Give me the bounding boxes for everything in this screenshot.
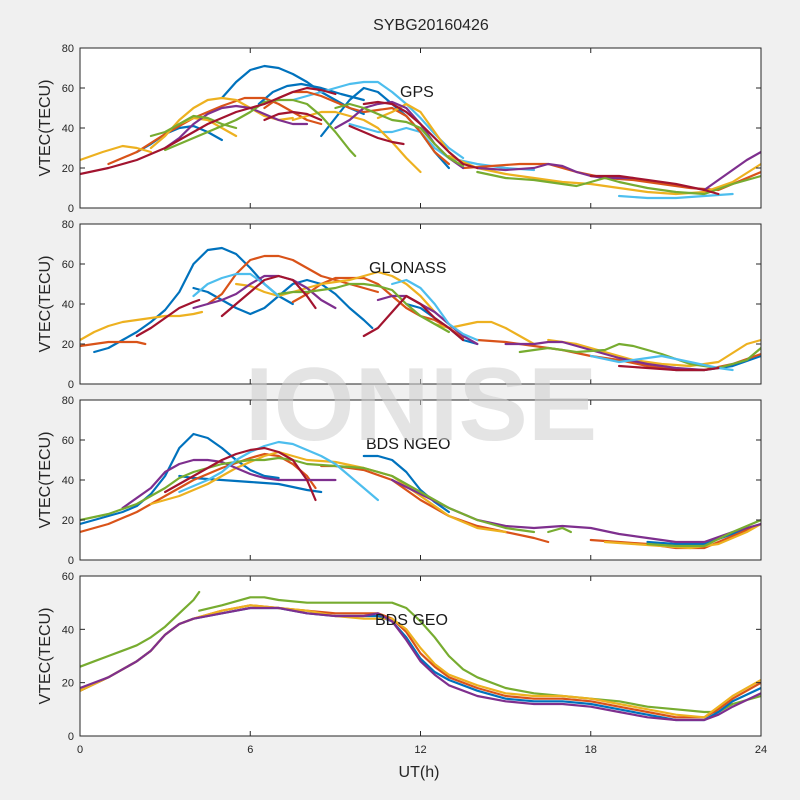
series-line-8 — [80, 310, 204, 342]
series-line-20 — [149, 114, 238, 138]
series-line-13 — [291, 110, 422, 174]
series-line-14 — [178, 440, 379, 502]
y-tick-label: 40 — [62, 624, 74, 636]
panel-2: 0 20 40 60 80 VTEC(TECU) BDS NGEO — [37, 395, 762, 567]
chart-title: SYBG20160426 — [373, 17, 489, 34]
series-group — [80, 246, 761, 372]
y-tick-label: 20 — [62, 515, 74, 527]
y-tick-label: 0 — [68, 555, 74, 567]
y-tick-label: 80 — [62, 219, 74, 231]
series-line-1 — [198, 596, 761, 714]
y-tick-label: 60 — [62, 571, 74, 583]
series-line-25 — [263, 110, 323, 122]
series-line-4 — [291, 80, 465, 160]
series-line-22 — [334, 102, 465, 168]
y-tick-label: 20 — [62, 163, 74, 175]
series-line-6 — [618, 192, 734, 200]
y-axis-label: VTEC(TECU) — [37, 432, 54, 529]
series-line-19 — [703, 150, 761, 192]
watermark-text: IONISE — [245, 347, 598, 463]
series-line-0 — [80, 432, 280, 526]
y-tick-label: 40 — [62, 123, 74, 135]
y-tick-label: 40 — [62, 299, 74, 311]
y-tick-label: 0 — [68, 731, 74, 743]
series-line-7 — [107, 96, 323, 166]
series-line-27 — [362, 100, 479, 170]
series-line-21 — [164, 98, 357, 158]
series-line-5 — [80, 606, 761, 722]
y-tick-label: 0 — [68, 379, 74, 391]
series-line-1 — [257, 82, 365, 106]
series-line-12 — [178, 116, 238, 138]
panel-label: GLONASS — [369, 260, 446, 277]
y-tick-label: 20 — [62, 678, 74, 690]
panel-label: BDS NGEO — [366, 436, 450, 453]
series-line-15 — [277, 282, 450, 334]
y-tick-label: 80 — [62, 395, 74, 407]
series-line-1 — [192, 278, 374, 330]
series-line-0 — [80, 590, 201, 668]
series-line-1 — [178, 474, 323, 494]
series-line-8 — [603, 522, 761, 550]
series-line-15 — [164, 446, 317, 502]
series-line-28 — [589, 174, 720, 196]
y-tick-label: 20 — [62, 339, 74, 351]
series-group — [80, 432, 761, 550]
series-line-18 — [391, 278, 479, 342]
x-tick-label: 18 — [585, 744, 597, 756]
series-line-11 — [80, 456, 536, 534]
series-line-21 — [220, 274, 317, 318]
series-line-23 — [618, 364, 720, 372]
series-line-24 — [80, 86, 337, 176]
series-line-13 — [376, 294, 479, 346]
y-tick-label: 80 — [62, 43, 74, 55]
x-tick-label: 0 — [77, 744, 83, 756]
series-line-4 — [80, 340, 147, 348]
series-line-20 — [135, 298, 201, 338]
x-tick-label: 12 — [414, 744, 426, 756]
y-tick-label: 60 — [62, 83, 74, 95]
y-tick-label: 60 — [62, 259, 74, 271]
series-line-16 — [518, 342, 761, 370]
panel-label: GPS — [400, 84, 434, 101]
series-line-10 — [80, 144, 152, 162]
y-tick-label: 0 — [68, 203, 74, 215]
series-line-3 — [646, 522, 761, 546]
y-axis-label: VTEC(TECU) — [37, 256, 54, 353]
series-line-17 — [192, 272, 280, 298]
series-line-18 — [476, 162, 635, 180]
y-tick-label: 40 — [62, 475, 74, 487]
series-line-26 — [348, 124, 405, 146]
series-line-12 — [547, 526, 572, 534]
x-tick-label: 24 — [755, 744, 767, 756]
series-line-23 — [476, 170, 761, 196]
series-line-9 — [121, 458, 337, 510]
panel-0: 0 20 40 60 80 VTEC(TECU) GPS — [37, 43, 762, 215]
panel-1: 0 20 40 60 80 VTEC(TECU) GLONASS — [37, 219, 762, 391]
panel-label: BDS GEO — [375, 612, 448, 629]
panel-3: 0 20 40 60 0 6 12 18 24 VTEC(TECU) BDS GEO — [37, 571, 767, 756]
y-axis-label: VTEC(TECU) — [37, 608, 54, 705]
series-line-16 — [164, 104, 309, 150]
x-axis-label: UT(h) — [399, 764, 440, 781]
y-tick-label: 60 — [62, 435, 74, 447]
series-group — [80, 590, 761, 722]
x-tick-label: 6 — [247, 744, 253, 756]
series-line-11 — [547, 338, 761, 368]
series-group — [80, 64, 761, 200]
y-axis-label: VTEC(TECU) — [37, 80, 54, 177]
series-line-13 — [646, 518, 761, 548]
series-line-22 — [362, 294, 465, 342]
series-line-7 — [149, 450, 507, 534]
series-line-0 — [220, 64, 365, 116]
